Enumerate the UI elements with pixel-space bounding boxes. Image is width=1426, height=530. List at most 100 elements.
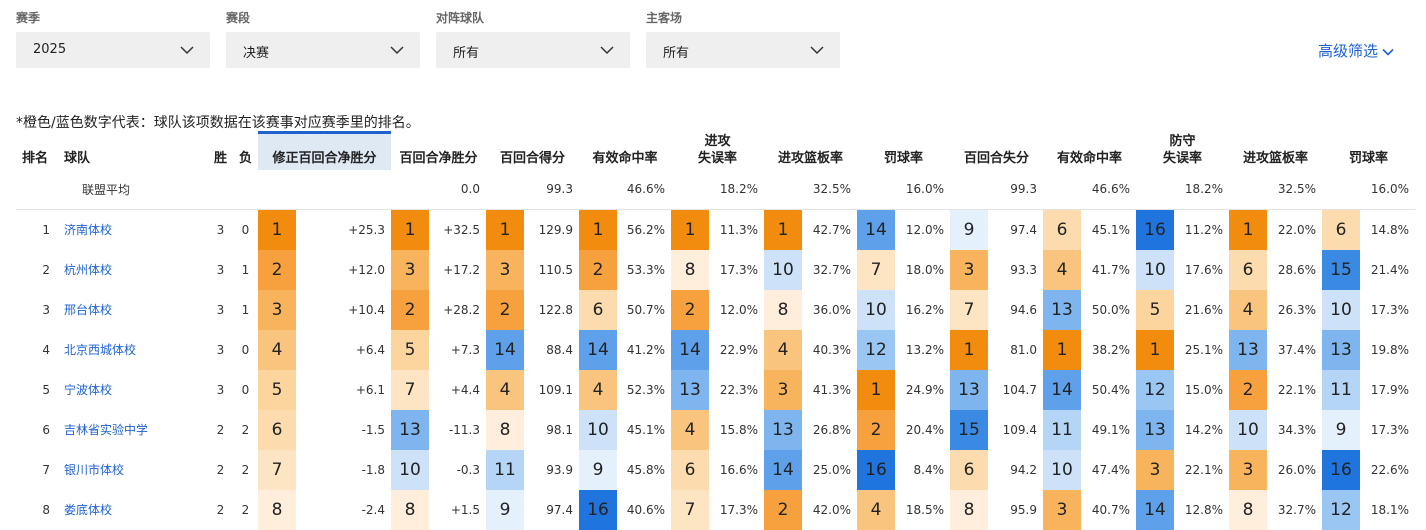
team-link[interactable]: 济南体校 <box>64 223 113 237</box>
chevron-down-icon <box>600 46 614 55</box>
rank-chip: 1 <box>1136 329 1174 370</box>
stat-value: 15.0% <box>1184 382 1223 397</box>
col-team[interactable]: 球队 <box>64 150 91 166</box>
rank-chip: 10 <box>1136 249 1174 290</box>
stat-value: 37.4% <box>1277 342 1316 357</box>
stat-cell-oft: 12 13.2% <box>857 329 950 370</box>
stat-cell-dorb: 6 28.6% <box>1229 249 1322 290</box>
stat-cell-oorb: 1 42.7% <box>764 209 857 250</box>
stat-value: 56.2% <box>626 222 665 237</box>
stat-value: 94.6 <box>1010 302 1037 317</box>
advanced-filter-link[interactable]: 高级筛选 <box>1318 40 1394 61</box>
rank-chip: 3 <box>486 249 524 290</box>
rank-chip: 4 <box>258 329 296 370</box>
rank-chip: 1 <box>671 209 709 250</box>
rank-chip: 8 <box>258 489 296 530</box>
col-off-ft[interactable]: 罚球率 <box>883 150 923 166</box>
col-off-orb[interactable]: 进攻篮板率 <box>777 150 843 166</box>
col-win[interactable]: 胜 <box>213 150 227 166</box>
team-link[interactable]: 宁波体校 <box>64 383 113 397</box>
rank-chip: 8 <box>486 409 524 450</box>
stat-cell-otov: 14 22.9% <box>671 329 764 370</box>
rank-chip: 13 <box>950 369 988 410</box>
col-loss[interactable]: 负 <box>238 150 252 166</box>
rank-chip: 10 <box>1043 449 1081 490</box>
team-link[interactable]: 杭州体校 <box>64 263 113 277</box>
col-off-tov[interactable]: 进攻 失误率 <box>697 133 737 166</box>
stat-cell-adj: 8 -2.4 <box>258 489 391 530</box>
filter-bar: 赛季 2025 赛段 决赛 对阵球队 所有 主客场 所有 高级筛选 <box>0 0 1426 80</box>
stat-value: 12.8% <box>1184 502 1223 517</box>
opponent-select[interactable]: 所有 <box>436 32 630 68</box>
team-link[interactable]: 银川市体校 <box>64 463 125 477</box>
table-row: 3 邢台体校 3 1 3 +10.4 2 +28.2 2 122.8 6 50.7% 2 12.0% 8 36… <box>16 289 1415 330</box>
col-adj-net-rating[interactable]: 修正百回合净胜分 <box>258 131 391 170</box>
stat-cell-dorb: 2 22.1% <box>1229 369 1322 410</box>
stat-value: 53.3% <box>626 262 665 277</box>
win-cell: 2 <box>216 462 225 477</box>
team-link[interactable]: 邢台体校 <box>64 303 113 317</box>
stat-cell-dtov: 3 22.1% <box>1136 449 1229 490</box>
rank-chip: 1 <box>764 209 802 250</box>
team-link[interactable]: 娄底体校 <box>64 503 113 517</box>
rank-chip: 6 <box>671 449 709 490</box>
stat-value: 17.3% <box>719 262 758 277</box>
stat-cell-otov: 7 17.3% <box>671 489 764 530</box>
rank-cell: 1 <box>42 222 50 237</box>
stat-value: 104.7 <box>1002 382 1037 397</box>
rank-chip: 5 <box>258 369 296 410</box>
rank-chip: 13 <box>1229 329 1267 370</box>
stat-cell-dtov: 5 21.6% <box>1136 289 1229 330</box>
stat-value: 93.3 <box>1010 262 1037 277</box>
col-off-efg[interactable]: 有效命中率 <box>592 150 658 166</box>
stat-value: 50.4% <box>1091 382 1130 397</box>
rank-chip: 13 <box>1136 409 1174 450</box>
stat-cell-oefg: 2 53.3% <box>579 249 671 290</box>
rank-chip: 14 <box>1136 489 1174 530</box>
stat-cell-dtov: 16 11.2% <box>1136 209 1229 250</box>
col-def-efg[interactable]: 有效命中率 <box>1056 150 1122 166</box>
rank-chip: 10 <box>1322 289 1360 330</box>
rank-chip: 4 <box>764 329 802 370</box>
rank-chip: 4 <box>857 489 895 530</box>
stat-cell-dorb: 13 37.4% <box>1229 329 1322 370</box>
stat-cell-adj: 6 -1.5 <box>258 409 391 450</box>
stat-value: 26.8% <box>812 422 851 437</box>
col-def-orb[interactable]: 进攻篮板率 <box>1242 150 1308 166</box>
stat-value: 18.5% <box>905 502 944 517</box>
stat-cell-adj: 1 +25.3 <box>258 209 391 250</box>
average-off-ft: 16.0% <box>857 169 950 210</box>
stat-value: 26.0% <box>1277 462 1316 477</box>
team-link[interactable]: 北京西城体校 <box>64 343 137 357</box>
rank-chip: 16 <box>579 489 617 530</box>
col-def-ft[interactable]: 罚球率 <box>1348 150 1388 166</box>
stat-cell-dorb: 4 26.3% <box>1229 289 1322 330</box>
stat-value: -1.5 <box>361 422 385 437</box>
stat-value: -1.8 <box>361 462 385 477</box>
col-off-rating[interactable]: 百回合得分 <box>499 150 565 166</box>
col-def-tov[interactable]: 防守 失误率 <box>1162 133 1202 166</box>
col-def-rating[interactable]: 百回合失分 <box>963 150 1029 166</box>
season-value: 2025 <box>33 42 67 57</box>
rank-chip: 6 <box>579 289 617 330</box>
stat-value: 129.9 <box>538 222 573 237</box>
rank-chip: 12 <box>1136 369 1174 410</box>
team-link[interactable]: 吉林省实验中学 <box>64 423 149 437</box>
rank-chip: 13 <box>671 369 709 410</box>
stat-value: 41.7% <box>1091 262 1130 277</box>
rank-chip: 11 <box>1322 369 1360 410</box>
col-net-rating[interactable]: 百回合净胜分 <box>399 150 478 166</box>
season-select[interactable]: 2025 <box>16 32 210 68</box>
stat-value: 45.1% <box>626 422 665 437</box>
stage-select[interactable]: 决赛 <box>226 32 420 68</box>
stat-value: 26.3% <box>1277 302 1316 317</box>
venue-select[interactable]: 所有 <box>646 32 840 68</box>
average-def-orb: 32.5% <box>1229 169 1322 210</box>
stat-cell-otov: 2 12.0% <box>671 289 764 330</box>
stat-value: 11.2% <box>1184 222 1223 237</box>
stat-cell-dorb: 3 26.0% <box>1229 449 1322 490</box>
stat-cell-net: 1 +32.5 <box>391 209 486 250</box>
stat-value: 97.4 <box>546 502 573 517</box>
col-rank[interactable]: 排名 <box>22 150 49 166</box>
stat-cell-otov: 8 17.3% <box>671 249 764 290</box>
